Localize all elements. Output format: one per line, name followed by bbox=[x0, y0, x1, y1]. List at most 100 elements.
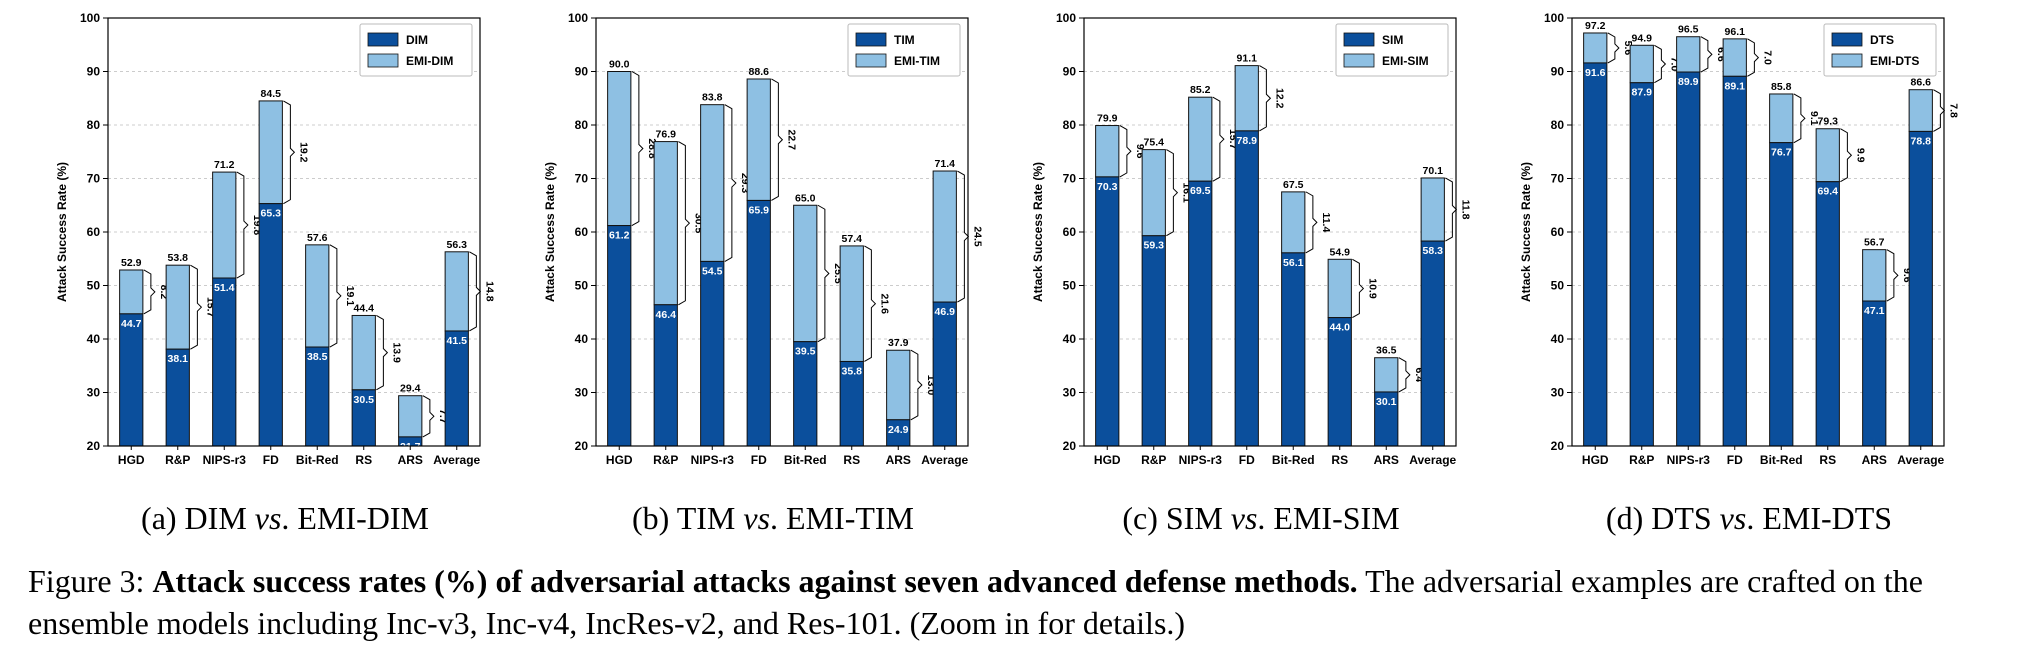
data-label-base: 76.7 bbox=[1771, 147, 1792, 159]
bar-base bbox=[1420, 240, 1445, 447]
data-label-base: 65.3 bbox=[261, 208, 282, 220]
subcaption-post: . EMI-DIM bbox=[281, 500, 429, 536]
legend-box bbox=[359, 23, 473, 77]
data-label-emi: 57.6 bbox=[307, 232, 328, 244]
legend-swatch bbox=[1831, 53, 1863, 68]
figure-panels: 20 30 40 50 60 70 80 90 100 Attack Success Rate (… bbox=[55, 0, 1959, 500]
gain-label: 12.2 bbox=[1273, 88, 1285, 109]
subcaption-c: (c) SIM vs. EMI-SIM bbox=[1021, 500, 1501, 537]
gain-bracket bbox=[1793, 93, 1806, 144]
y-tick-label: 30 bbox=[87, 386, 101, 400]
bar-emi bbox=[1188, 96, 1213, 182]
bar-emi bbox=[212, 171, 237, 279]
data-label-base: 89.1 bbox=[1725, 80, 1746, 92]
subcaption-pre: (b) TIM bbox=[631, 500, 744, 536]
y-tick-label: 50 bbox=[1551, 279, 1565, 293]
gain-label: 19.1 bbox=[344, 286, 356, 307]
gain-bracket bbox=[1840, 128, 1853, 183]
gain-bracket bbox=[1166, 149, 1179, 237]
data-label-emi: 88.6 bbox=[749, 66, 770, 78]
y-axis-label: Attack Success Rate (%) bbox=[1031, 162, 1045, 302]
data-label-base: 30.5 bbox=[354, 394, 375, 406]
gain-bracket bbox=[817, 204, 830, 343]
x-tick-label: RS bbox=[1819, 453, 1836, 467]
gain-label: 11.8 bbox=[1459, 200, 1471, 220]
data-label-base: 91.6 bbox=[1585, 67, 1606, 79]
gain-label: 9.1 bbox=[1808, 111, 1820, 126]
bar-emi bbox=[351, 314, 376, 391]
legend-label: SIM bbox=[1382, 33, 1403, 47]
subcaption-post: . EMI-SIM bbox=[1257, 500, 1400, 536]
gain-bracket bbox=[1352, 258, 1365, 319]
bar-emi bbox=[1141, 149, 1166, 237]
x-tick-label: R&P bbox=[165, 453, 190, 467]
y-tick-label: 50 bbox=[575, 279, 589, 293]
legend-label: EMI-SIM bbox=[1382, 54, 1429, 68]
data-label-emi: 56.3 bbox=[447, 239, 468, 251]
data-label-base: 39.5 bbox=[795, 346, 816, 358]
x-tick-label: FD bbox=[1239, 453, 1255, 467]
plot-frame bbox=[107, 17, 481, 447]
data-label-emi: 37.9 bbox=[888, 337, 909, 349]
legend: TIM EMI-TIM bbox=[847, 23, 961, 77]
x-tick-label: R&P bbox=[1629, 453, 1654, 467]
bar-base bbox=[1676, 71, 1701, 447]
bar-base bbox=[1629, 82, 1654, 447]
bar-base bbox=[1095, 176, 1120, 447]
bar-emi bbox=[1676, 36, 1701, 73]
data-label-base: 38.5 bbox=[307, 351, 328, 363]
legend-label: DTS bbox=[1870, 33, 1894, 47]
plot-frame bbox=[1571, 17, 1945, 447]
x-tick-label: HGD bbox=[1582, 453, 1609, 467]
gain-bracket bbox=[1305, 191, 1318, 254]
x-tick-label: Average bbox=[433, 453, 480, 467]
gain-bracket bbox=[1700, 36, 1713, 73]
data-label-base: 69.5 bbox=[1190, 185, 1211, 197]
gain-label: 11.4 bbox=[1320, 212, 1332, 232]
data-label-base: 69.4 bbox=[1818, 186, 1839, 198]
bar-base bbox=[700, 260, 725, 447]
y-tick-label: 40 bbox=[87, 332, 101, 346]
data-label-emi: 96.5 bbox=[1678, 24, 1699, 36]
x-tick-label: FD bbox=[1727, 453, 1743, 467]
gain-bracket bbox=[143, 269, 156, 315]
legend-box bbox=[1335, 23, 1449, 77]
bar-chart: 20 30 40 50 60 70 80 90 100 Attack Success Rate (… bbox=[543, 11, 983, 467]
data-label-emi: 85.2 bbox=[1190, 84, 1211, 96]
bar-base bbox=[1769, 142, 1794, 447]
subcaption-pre: (d) DTS bbox=[1605, 500, 1720, 536]
y-tick-label: 90 bbox=[1063, 65, 1077, 79]
legend: DTS EMI-DTS bbox=[1823, 23, 1937, 77]
bar-base bbox=[932, 301, 957, 447]
subcaption-post: . EMI-TIM bbox=[770, 500, 914, 536]
gain-bracket bbox=[1398, 357, 1411, 393]
data-label-emi: 67.5 bbox=[1283, 179, 1304, 191]
x-tick-label: Bit-Red bbox=[1760, 453, 1803, 467]
figure-caption-label: Figure 3: bbox=[28, 563, 145, 599]
gain-label: 19.2 bbox=[297, 142, 309, 163]
y-tick-label: 100 bbox=[1056, 11, 1076, 25]
gain-bracket bbox=[1259, 65, 1272, 132]
x-tick-label: R&P bbox=[653, 453, 678, 467]
data-label-base: 54.5 bbox=[702, 265, 723, 277]
gain-label: 21.6 bbox=[878, 293, 890, 314]
gain-label: 7.8 bbox=[1947, 103, 1959, 118]
x-tick-label: RS bbox=[843, 453, 860, 467]
bar-chart: 20 30 40 50 60 70 80 90 100 Attack Success Rate (… bbox=[1031, 11, 1471, 467]
bar-emi bbox=[1374, 357, 1399, 393]
gain-label: 14.8 bbox=[483, 281, 495, 302]
y-tick-label: 20 bbox=[1551, 439, 1565, 453]
y-tick-label: 100 bbox=[568, 11, 588, 25]
gain-bracket bbox=[469, 251, 482, 332]
legend-swatch bbox=[367, 53, 399, 68]
x-tick-label: R&P bbox=[1141, 453, 1166, 467]
figure-caption-body: The adversarial examples are crafted on … bbox=[28, 563, 1923, 641]
panel-b: 20 30 40 50 60 70 80 90 100 Attack Success Rate (… bbox=[508, 0, 988, 500]
bar-emi bbox=[1420, 177, 1445, 242]
y-tick-label: 40 bbox=[1063, 332, 1077, 346]
bar-emi bbox=[258, 100, 283, 205]
gain-bracket bbox=[864, 245, 877, 362]
y-tick-label: 60 bbox=[575, 225, 589, 239]
y-axis-label: Attack Success Rate (%) bbox=[55, 162, 69, 302]
y-tick-label: 60 bbox=[87, 225, 101, 239]
